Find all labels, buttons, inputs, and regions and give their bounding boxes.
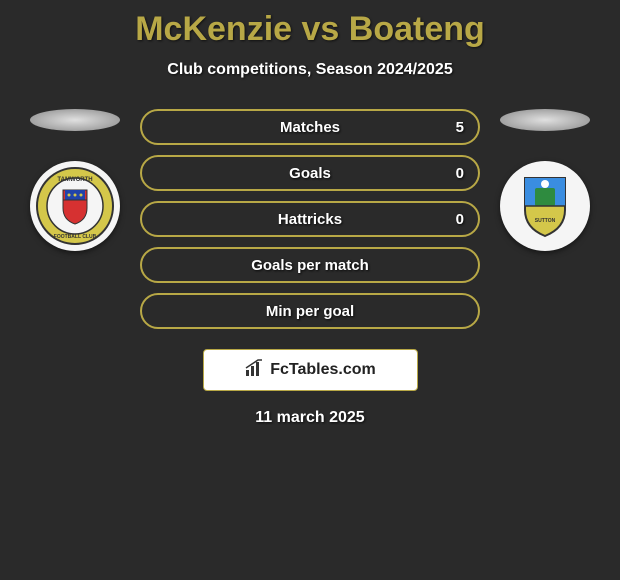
svg-text:TAMWORTH: TAMWORTH: [57, 177, 92, 183]
right-column: SUTTON: [485, 109, 605, 251]
fctables-logo[interactable]: FcTables.com: [203, 349, 418, 391]
stat-label: Hattricks: [278, 211, 342, 228]
left-shadow-ellipse: [30, 109, 120, 131]
stat-row-hattricks: Hattricks 0: [140, 201, 480, 237]
left-column: TAMWORTH FOOTBALL CLUB: [15, 109, 135, 251]
left-club-badge[interactable]: TAMWORTH FOOTBALL CLUB: [30, 161, 120, 251]
stat-label: Min per goal: [266, 303, 354, 320]
stat-row-goals-per-match: Goals per match: [140, 247, 480, 283]
content-row: TAMWORTH FOOTBALL CLUB Matches 5 Goals 0…: [0, 109, 620, 427]
stats-column: Matches 5 Goals 0 Hattricks 0 Goals per …: [135, 109, 485, 427]
right-shadow-ellipse: [500, 109, 590, 131]
stat-right-value: 0: [456, 211, 464, 228]
svg-text:SUTTON: SUTTON: [535, 218, 556, 224]
right-club-badge[interactable]: SUTTON: [500, 161, 590, 251]
chart-icon: [244, 358, 264, 383]
page-title: McKenzie vs Boateng: [0, 10, 620, 49]
stat-label: Goals: [289, 165, 331, 182]
stat-row-goals: Goals 0: [140, 155, 480, 191]
season-subtitle: Club competitions, Season 2024/2025: [0, 61, 620, 79]
stat-right-value: 0: [456, 165, 464, 182]
comparison-widget: McKenzie vs Boateng Club competitions, S…: [0, 0, 620, 427]
stat-label: Matches: [280, 119, 340, 136]
fctables-text: FcTables.com: [270, 361, 376, 379]
svg-text:FOOTBALL CLUB: FOOTBALL CLUB: [54, 234, 97, 240]
stat-label: Goals per match: [251, 257, 369, 274]
tamworth-crest-icon: TAMWORTH FOOTBALL CLUB: [35, 166, 115, 246]
stat-right-value: 5: [456, 119, 464, 136]
update-date: 11 march 2025: [255, 409, 364, 427]
sutton-crest-icon: SUTTON: [505, 166, 585, 246]
stat-row-matches: Matches 5: [140, 109, 480, 145]
stat-row-min-per-goal: Min per goal: [140, 293, 480, 329]
